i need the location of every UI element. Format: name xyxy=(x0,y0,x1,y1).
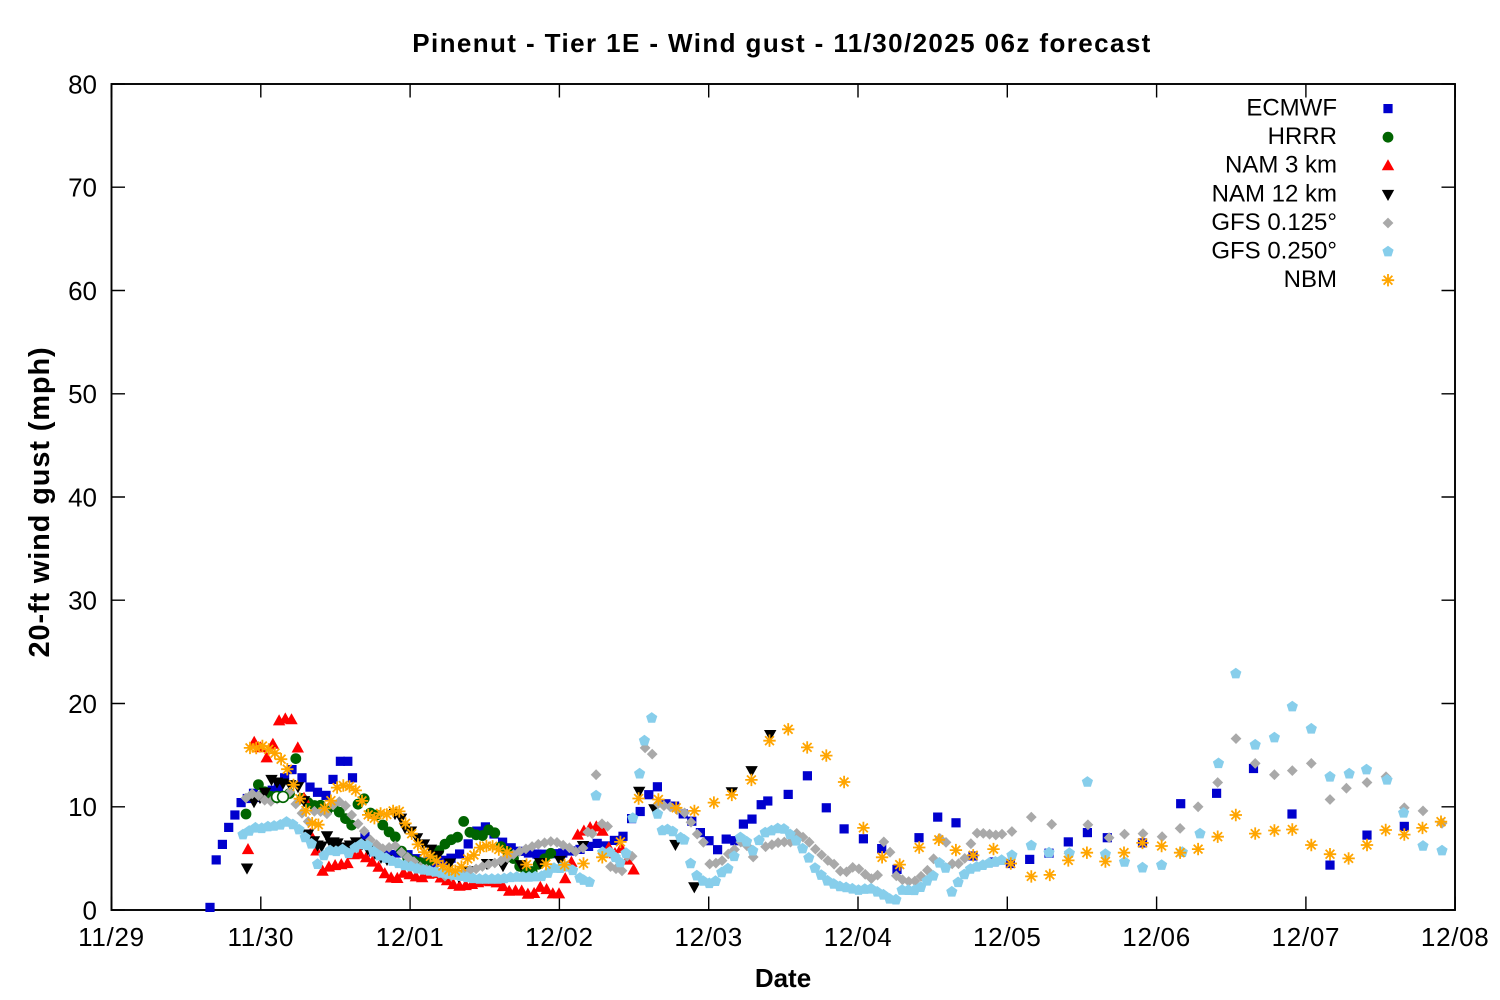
svg-text:12/03: 12/03 xyxy=(674,922,743,952)
svg-text:Pinenut - Tier 1E - Wind gust: Pinenut - Tier 1E - Wind gust - 11/30/20… xyxy=(412,28,1152,58)
svg-text:11/30: 11/30 xyxy=(227,922,294,952)
svg-text:50: 50 xyxy=(68,379,97,409)
svg-text:12/07: 12/07 xyxy=(1272,922,1341,952)
svg-text:0: 0 xyxy=(83,895,97,925)
svg-text:12/04: 12/04 xyxy=(824,922,893,952)
svg-text:GFS 0.250°: GFS 0.250° xyxy=(1211,238,1337,265)
svg-text:30: 30 xyxy=(68,586,97,616)
svg-text:11/29: 11/29 xyxy=(78,922,145,952)
svg-text:80: 80 xyxy=(68,69,97,99)
svg-text:70: 70 xyxy=(68,173,97,203)
svg-text:NAM 12 km: NAM 12 km xyxy=(1212,180,1337,207)
svg-text:12/01: 12/01 xyxy=(376,922,445,952)
svg-text:40: 40 xyxy=(68,482,97,512)
svg-text:HRRR: HRRR xyxy=(1268,123,1337,150)
svg-text:12/02: 12/02 xyxy=(525,922,594,952)
svg-text:ECMWF: ECMWF xyxy=(1246,95,1337,122)
svg-text:12/06: 12/06 xyxy=(1122,922,1191,952)
svg-text:20-ft wind gust (mph): 20-ft wind gust (mph) xyxy=(24,346,56,657)
svg-text:GFS 0.125°: GFS 0.125° xyxy=(1211,209,1337,236)
svg-text:NBM: NBM xyxy=(1284,266,1337,293)
svg-text:Date: Date xyxy=(755,963,811,993)
svg-text:12/05: 12/05 xyxy=(973,922,1042,952)
svg-text:60: 60 xyxy=(68,276,97,306)
svg-text:NAM 3 km: NAM 3 km xyxy=(1225,152,1337,179)
svg-text:20: 20 xyxy=(68,689,97,719)
svg-text:10: 10 xyxy=(68,792,97,822)
svg-text:12/08: 12/08 xyxy=(1421,922,1490,952)
